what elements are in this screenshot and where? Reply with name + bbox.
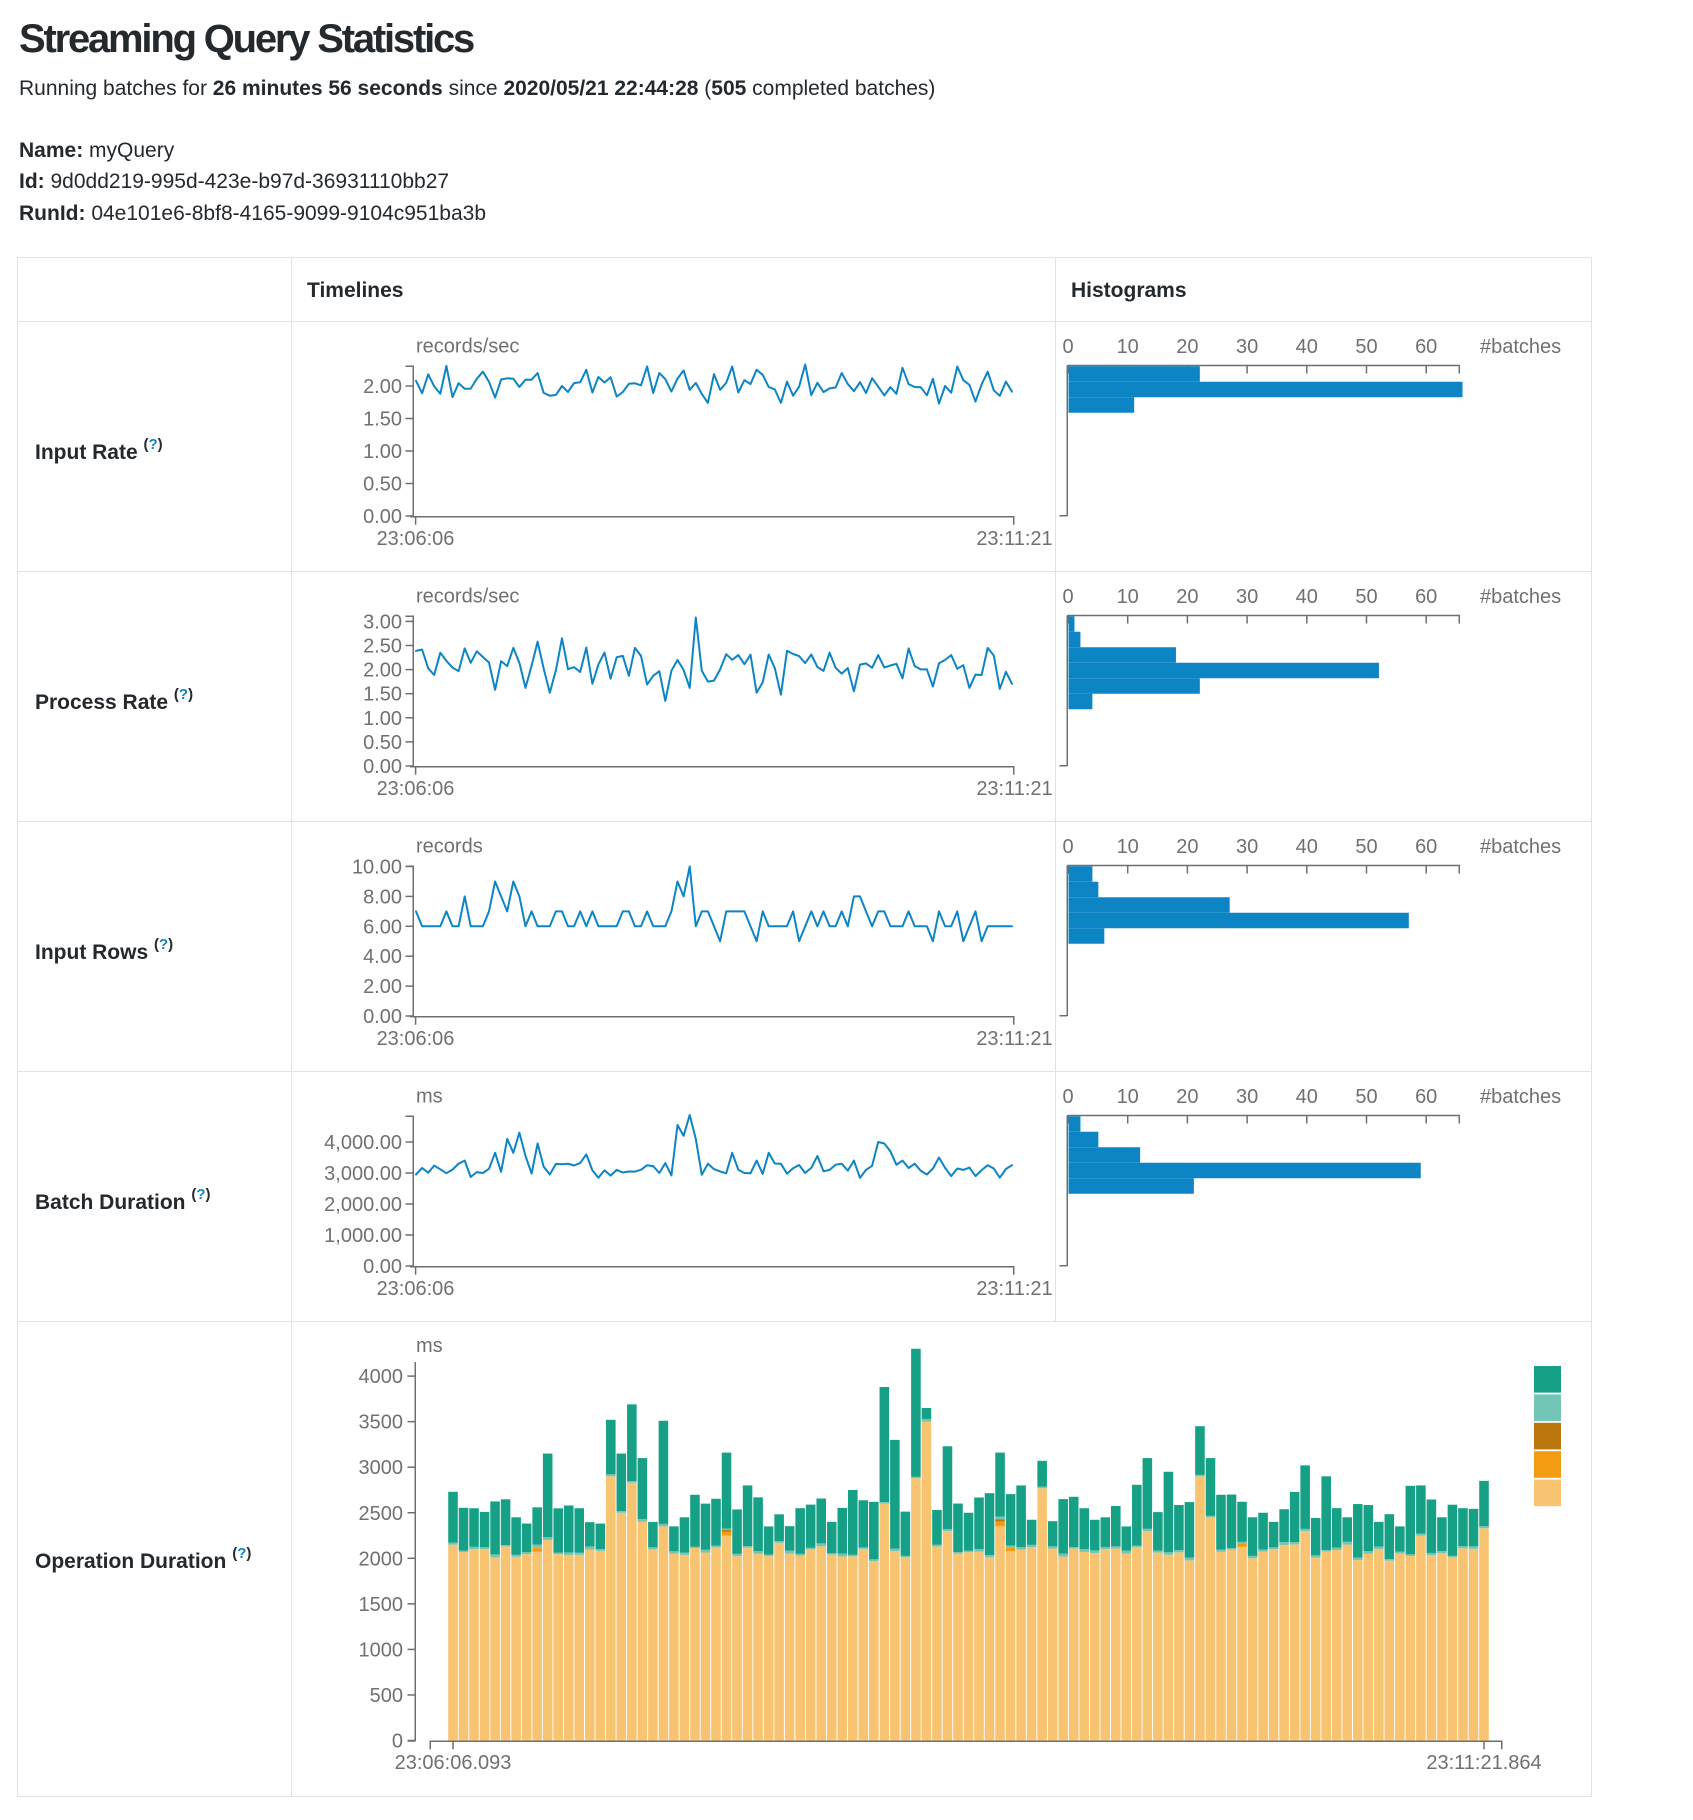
svg-text:60: 60 xyxy=(1415,836,1437,858)
svg-text:2.00: 2.00 xyxy=(363,976,402,998)
svg-text:2500: 2500 xyxy=(359,1503,404,1525)
svg-text:records/sec: records/sec xyxy=(416,336,519,358)
svg-text:1.00: 1.00 xyxy=(363,441,402,463)
svg-text:2,000.00: 2,000.00 xyxy=(324,1194,402,1216)
svg-text:4000: 4000 xyxy=(359,1366,404,1388)
svg-text:3000: 3000 xyxy=(359,1457,404,1479)
svg-text:30: 30 xyxy=(1236,586,1258,608)
svg-text:60: 60 xyxy=(1415,336,1437,358)
svg-text:10: 10 xyxy=(1117,1086,1139,1108)
svg-text:50: 50 xyxy=(1355,586,1377,608)
svg-text:3500: 3500 xyxy=(359,1412,404,1434)
svg-text:0: 0 xyxy=(392,1731,403,1753)
svg-text:1,000.00: 1,000.00 xyxy=(324,1225,402,1247)
svg-text:23:06:06: 23:06:06 xyxy=(377,1028,455,1050)
svg-text:23:06:06.093: 23:06:06.093 xyxy=(395,1752,512,1774)
svg-text:40: 40 xyxy=(1296,336,1318,358)
svg-text:0: 0 xyxy=(1062,336,1073,358)
svg-text:0: 0 xyxy=(1062,1086,1073,1108)
svg-text:2.00: 2.00 xyxy=(363,660,402,682)
svg-text:2.50: 2.50 xyxy=(363,636,402,658)
svg-text:ms: ms xyxy=(416,1086,443,1108)
svg-text:30: 30 xyxy=(1236,1086,1258,1108)
svg-text:1500: 1500 xyxy=(359,1594,404,1616)
svg-text:3.00: 3.00 xyxy=(363,611,402,633)
svg-text:2000: 2000 xyxy=(359,1548,404,1570)
svg-text:10.00: 10.00 xyxy=(352,857,402,879)
svg-text:23:11:21: 23:11:21 xyxy=(976,1028,1052,1050)
svg-text:10: 10 xyxy=(1117,836,1139,858)
svg-text:0: 0 xyxy=(1062,586,1073,608)
svg-text:500: 500 xyxy=(370,1685,403,1707)
svg-text:60: 60 xyxy=(1415,1086,1437,1108)
svg-text:23:06:06: 23:06:06 xyxy=(377,1278,455,1300)
svg-text:23:11:21: 23:11:21 xyxy=(976,778,1052,800)
svg-text:10: 10 xyxy=(1117,586,1139,608)
svg-text:6.00: 6.00 xyxy=(363,916,402,938)
svg-text:1.50: 1.50 xyxy=(363,684,402,706)
svg-text:0.00: 0.00 xyxy=(363,1006,402,1028)
svg-text:#batches: #batches xyxy=(1480,586,1561,608)
svg-text:23:06:06: 23:06:06 xyxy=(377,778,455,800)
svg-text:50: 50 xyxy=(1355,336,1377,358)
svg-text:1.50: 1.50 xyxy=(363,409,402,431)
svg-text:#batches: #batches xyxy=(1480,336,1561,358)
svg-text:50: 50 xyxy=(1355,836,1377,858)
svg-text:4.00: 4.00 xyxy=(363,946,402,968)
svg-text:10: 10 xyxy=(1117,336,1139,358)
svg-text:20: 20 xyxy=(1176,1086,1198,1108)
svg-text:8.00: 8.00 xyxy=(363,886,402,908)
svg-text:1000: 1000 xyxy=(359,1639,404,1661)
svg-text:records/sec: records/sec xyxy=(416,586,519,608)
svg-text:#batches: #batches xyxy=(1480,1086,1561,1108)
svg-text:1.00: 1.00 xyxy=(363,708,402,730)
svg-text:20: 20 xyxy=(1176,586,1198,608)
svg-text:0.00: 0.00 xyxy=(363,756,402,778)
svg-text:0.50: 0.50 xyxy=(363,732,402,754)
svg-text:3,000.00: 3,000.00 xyxy=(324,1163,402,1185)
svg-text:records: records xyxy=(416,836,483,858)
svg-text:23:11:21: 23:11:21 xyxy=(976,528,1052,550)
svg-text:40: 40 xyxy=(1296,836,1318,858)
svg-text:0: 0 xyxy=(1062,836,1073,858)
svg-text:#batches: #batches xyxy=(1480,836,1561,858)
svg-text:20: 20 xyxy=(1176,836,1198,858)
svg-text:23:06:06: 23:06:06 xyxy=(377,528,455,550)
svg-text:50: 50 xyxy=(1355,1086,1377,1108)
svg-text:23:11:21.864: 23:11:21.864 xyxy=(1426,1752,1541,1774)
svg-text:30: 30 xyxy=(1236,336,1258,358)
svg-text:0.50: 0.50 xyxy=(363,474,402,496)
svg-text:40: 40 xyxy=(1296,1086,1318,1108)
svg-text:30: 30 xyxy=(1236,836,1258,858)
svg-text:23:11:21: 23:11:21 xyxy=(976,1278,1052,1300)
svg-text:0.00: 0.00 xyxy=(363,1256,402,1278)
svg-text:40: 40 xyxy=(1296,586,1318,608)
svg-text:4,000.00: 4,000.00 xyxy=(324,1132,402,1154)
svg-text:ms: ms xyxy=(416,1335,443,1357)
svg-text:20: 20 xyxy=(1176,336,1198,358)
svg-text:2.00: 2.00 xyxy=(363,376,402,398)
svg-text:60: 60 xyxy=(1415,586,1437,608)
svg-text:0.00: 0.00 xyxy=(363,506,402,528)
